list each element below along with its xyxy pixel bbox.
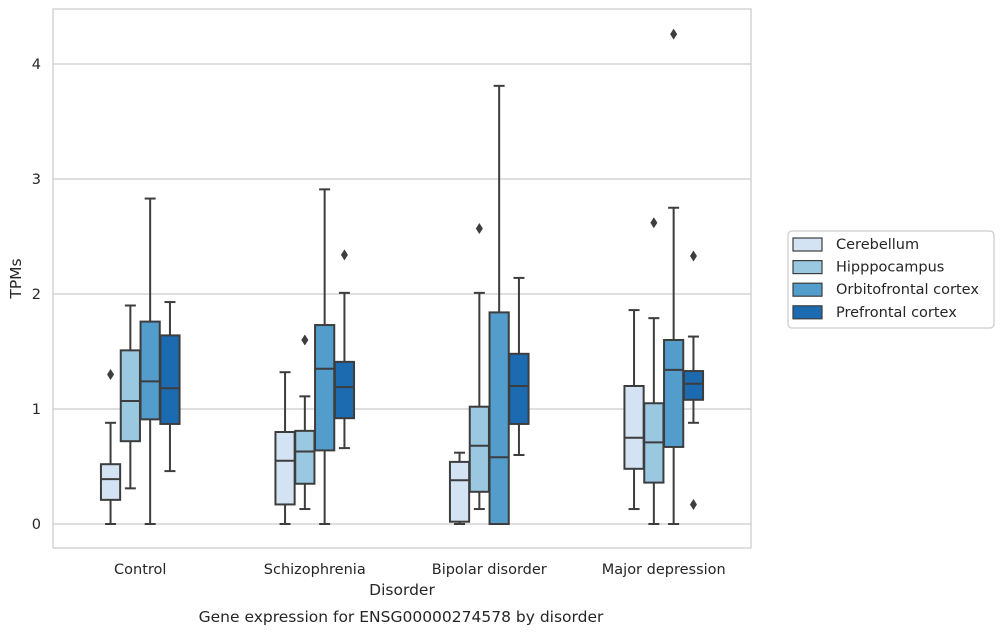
box-1-1 [294, 334, 316, 511]
legend-label: Prefrontal cortex [836, 305, 957, 321]
y-tick-label: 1 [32, 402, 41, 418]
legend-label: Hipppocampus [836, 260, 944, 276]
box-iqr [508, 352, 530, 425]
outlier-point [689, 250, 697, 262]
outlier-point [340, 249, 348, 261]
outlier-point [475, 222, 483, 234]
box-iqr [159, 334, 181, 425]
box-iqr [99, 463, 122, 501]
box-iqr [333, 360, 356, 420]
box-2-2 [488, 84, 510, 525]
box-3-2 [663, 28, 685, 525]
box-iqr [294, 429, 316, 485]
chart-caption: Gene expression for ENSG00000274578 by d… [199, 608, 604, 626]
box-iqr [682, 370, 705, 401]
box-1-0 [274, 371, 296, 525]
box-3-3 [682, 250, 705, 510]
box-iqr [663, 339, 685, 448]
box-iqr [314, 324, 336, 452]
box-iqr [448, 460, 471, 523]
box-0-0 [99, 369, 122, 525]
legend-swatch [792, 260, 823, 275]
box-iqr [623, 385, 645, 470]
x-tick-labels: Control Schizophrenia Bipolar disorder Majo… [114, 562, 726, 578]
legend-frame [787, 230, 995, 329]
y-tick-labels: 0 1 2 3 4 [32, 57, 41, 533]
box-iqr [274, 431, 296, 506]
plot-frame [52, 8, 752, 549]
y-tick-label: 4 [32, 57, 41, 73]
box-0-3 [159, 301, 181, 473]
outlier-point [650, 217, 658, 229]
box-3-0 [623, 309, 645, 511]
box-iqr [468, 405, 490, 493]
box-layer [99, 28, 705, 525]
x-tick-label: Major depression [602, 562, 726, 578]
box-2-1 [468, 222, 490, 511]
legend-swatch [792, 237, 823, 252]
box-2-3 [508, 276, 530, 456]
x-axis-title: Disorder [369, 581, 435, 599]
legend: Cerebellum Hipppocampus Orbitofrontal cort… [787, 230, 995, 329]
box-3-1 [643, 217, 665, 525]
box-1-3 [333, 249, 356, 450]
legend-label: Cerebellum [836, 237, 919, 253]
legend-label: Orbitofrontal cortex [836, 282, 979, 298]
box-iqr [488, 311, 510, 525]
box-2-0 [448, 451, 471, 525]
y-tick-label: 0 [32, 517, 41, 533]
x-tick-label: Control [114, 562, 166, 578]
legend-swatch [792, 305, 823, 320]
box-iqr [139, 320, 161, 421]
y-axis-title: TPMs [7, 258, 25, 299]
outlier-point [301, 334, 309, 346]
y-tick-label: 3 [32, 172, 41, 188]
outlier-point [107, 369, 115, 380]
legend-swatch [792, 282, 823, 297]
y-tick-label: 2 [32, 287, 41, 303]
x-tick-label: Bipolar disorder [432, 562, 547, 578]
outlier-point [670, 28, 678, 40]
x-tick-label: Schizophrenia [264, 562, 366, 578]
box-iqr [119, 349, 141, 443]
outlier-point [689, 498, 697, 510]
